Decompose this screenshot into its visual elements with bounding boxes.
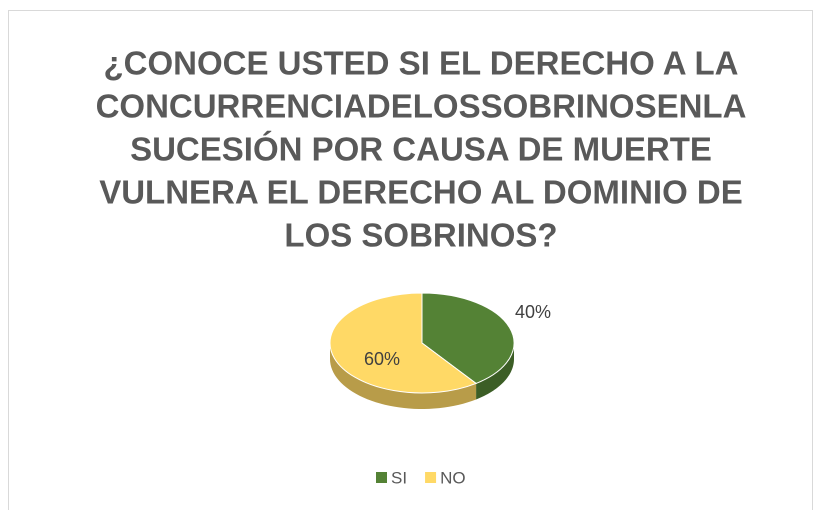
legend-swatch bbox=[425, 472, 437, 483]
pie-slice bbox=[329, 292, 478, 394]
chart-title: VULNERA EL DERECHO AL DOMINIO DE bbox=[99, 174, 743, 211]
chart-title: CONCURRENCIADELOSSOBRINOSENLA bbox=[96, 88, 747, 125]
chart-title: ¿CONOCE USTED SI EL DERECHO A LA bbox=[104, 45, 739, 82]
chart-border bbox=[8, 10, 813, 510]
data-label: 40% bbox=[515, 302, 551, 322]
pie-slice bbox=[421, 292, 515, 385]
chart-title: SUCESIÓN POR CAUSA DE MUERTE bbox=[130, 131, 712, 168]
legend-swatch bbox=[376, 472, 387, 483]
data-label: 60% bbox=[364, 349, 400, 369]
pie-side bbox=[476, 343, 514, 400]
legend-label: NO bbox=[440, 468, 466, 487]
legend-label: SI bbox=[391, 468, 407, 487]
chart-title: LOS SOBRINOS? bbox=[284, 217, 557, 254]
